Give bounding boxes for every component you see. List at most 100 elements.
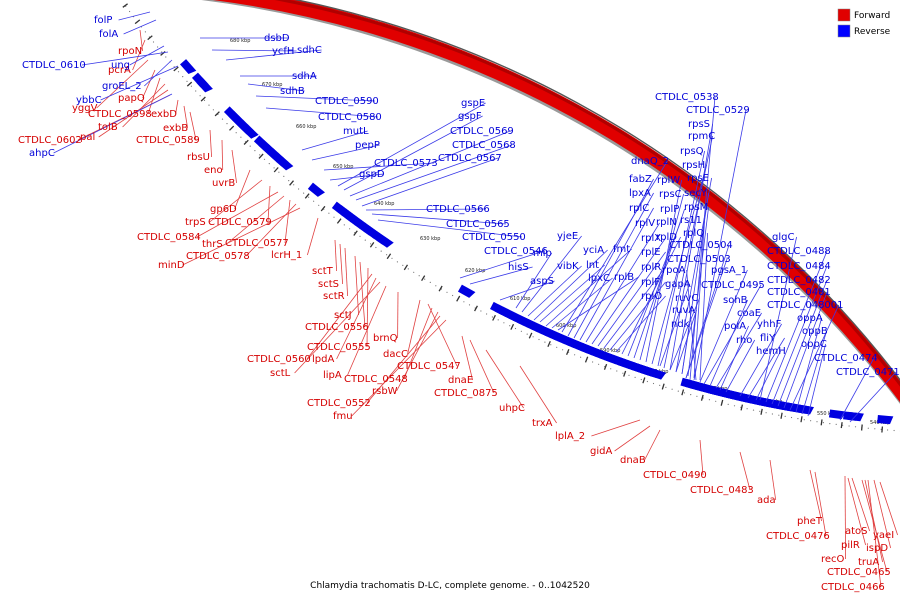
label-leader-line xyxy=(839,357,875,421)
reverse-gene-label: coaE xyxy=(737,308,761,319)
tick-dot xyxy=(848,425,850,427)
reverse-gene-label: yjeE xyxy=(557,231,578,242)
label-leader-line xyxy=(689,96,716,381)
tick-mark xyxy=(186,81,193,87)
label-leader-line xyxy=(306,273,373,360)
label-leader-line xyxy=(123,19,157,35)
label-leader-line xyxy=(344,247,348,297)
label-leader-line xyxy=(627,221,681,357)
tick-ring-dotted xyxy=(122,3,900,433)
forward-gene-label: CTDLC_0552 xyxy=(307,398,371,409)
reverse-gene-label: rpoA xyxy=(662,265,686,276)
reverse-gene-label: lpxC xyxy=(588,273,610,284)
tick-mark xyxy=(173,66,179,72)
tick-dot xyxy=(659,384,661,386)
label-leader-line xyxy=(539,264,605,323)
label-leader-line xyxy=(651,164,707,365)
forward-gene-label: lipA xyxy=(323,370,342,381)
label-leader-line xyxy=(567,178,654,337)
reverse-gene-label: sohB xyxy=(723,295,748,306)
label-leader-line xyxy=(633,208,685,359)
tick-mark xyxy=(273,167,279,173)
backbone-inner-line xyxy=(293,0,900,382)
tick-dot xyxy=(486,313,488,315)
tick-mark xyxy=(700,394,704,401)
label-leader-line xyxy=(234,169,251,210)
label-leader-line xyxy=(81,51,169,66)
tick-dot xyxy=(497,319,499,321)
reverse-gene-label: CTDLC_0566 xyxy=(426,204,490,215)
tick-dot xyxy=(696,395,698,397)
label-leader-line xyxy=(339,243,343,285)
forward-gene-label: CTDLC_0547 xyxy=(397,361,461,372)
forward-gene-label: CTDLC_0875 xyxy=(434,388,498,399)
label-leader-line xyxy=(307,217,319,256)
tick-mark xyxy=(840,422,843,429)
map-caption: Chlamydia trachomatis D-LC, complete gen… xyxy=(310,581,590,591)
tick-dot xyxy=(829,423,831,425)
tick-mark xyxy=(147,35,153,41)
reverse-gene-label: CTDLC_0610 xyxy=(22,60,86,71)
reverse-gene-label: CTDLC_048001 xyxy=(767,300,844,311)
forward-gene-label: trpS xyxy=(185,217,206,228)
reverse-gene-label: CTDLC_0481 xyxy=(767,287,831,298)
forward-gene-label: atoS xyxy=(845,526,868,537)
tick-dot xyxy=(157,46,159,48)
label-leader-line xyxy=(685,258,728,379)
tick-mark xyxy=(881,426,884,433)
tick-dot xyxy=(435,285,437,287)
tick-dot xyxy=(161,51,163,53)
tick-dot xyxy=(640,378,642,381)
label-leader-line xyxy=(349,130,511,197)
reverse-gene-label: rho xyxy=(736,335,752,346)
label-leader-line xyxy=(427,303,458,367)
forward-gene-label: papQ xyxy=(118,93,145,104)
tick-dot xyxy=(616,370,618,372)
tick-mark xyxy=(214,111,220,117)
tick-mark xyxy=(547,340,551,347)
tick-dot xyxy=(574,354,576,356)
reverse-gene-label: yhhF xyxy=(757,319,782,330)
reverse-feature-arrow xyxy=(877,415,894,425)
tick-label: 620 kbp xyxy=(465,268,485,274)
forward-gene-label: ispD xyxy=(866,543,888,554)
forward-gene-label: sctS xyxy=(318,279,339,290)
tick-dot xyxy=(708,399,711,401)
tick-dot xyxy=(520,330,523,332)
tick-dot xyxy=(402,264,404,266)
label-leader-line xyxy=(591,237,666,345)
tick-label: 610 kbp xyxy=(510,296,530,302)
forward-strand-inner-edge xyxy=(274,0,900,387)
tick-dot xyxy=(308,196,310,198)
forward-gene-label: dnaB xyxy=(620,455,646,466)
reverse-gene-label: rplP xyxy=(660,204,679,215)
reverse-gene-label: CTDLC_0567 xyxy=(438,153,502,164)
label-leader-line xyxy=(144,59,173,87)
forward-gene-label: minD xyxy=(158,260,185,271)
label-leader-line xyxy=(669,123,713,371)
forward-gene-label: brnQ xyxy=(373,333,398,344)
reverse-feature-track xyxy=(180,59,894,425)
tick-dot xyxy=(491,316,493,318)
tick-dot xyxy=(867,427,869,429)
tick-mark xyxy=(566,348,570,355)
reverse-gene-label: gspE xyxy=(461,98,485,109)
reverse-gene-label: CTDLC_0474 xyxy=(814,353,878,364)
forward-gene-label: dnaE xyxy=(448,375,473,386)
reverse-feature-arrow xyxy=(457,284,476,298)
label-leader-line xyxy=(209,129,212,158)
label-leader-line xyxy=(759,236,797,401)
tick-dot xyxy=(263,158,266,160)
tick-dot xyxy=(212,109,214,111)
legend-forward-swatch xyxy=(837,8,851,22)
reverse-gene-label: rplD xyxy=(656,232,677,243)
label-leader-line xyxy=(366,267,369,348)
reverse-gene-label: rplR xyxy=(641,262,661,273)
reverse-feature-arrow xyxy=(180,59,197,75)
label-leader-line xyxy=(118,11,151,21)
tick-dot xyxy=(221,118,224,120)
label-leader-line xyxy=(699,439,704,476)
reverse-gene-label: CTDLC_0550 xyxy=(462,232,526,243)
label-leader-line xyxy=(267,185,271,223)
reverse-feature-arrow xyxy=(847,411,864,422)
